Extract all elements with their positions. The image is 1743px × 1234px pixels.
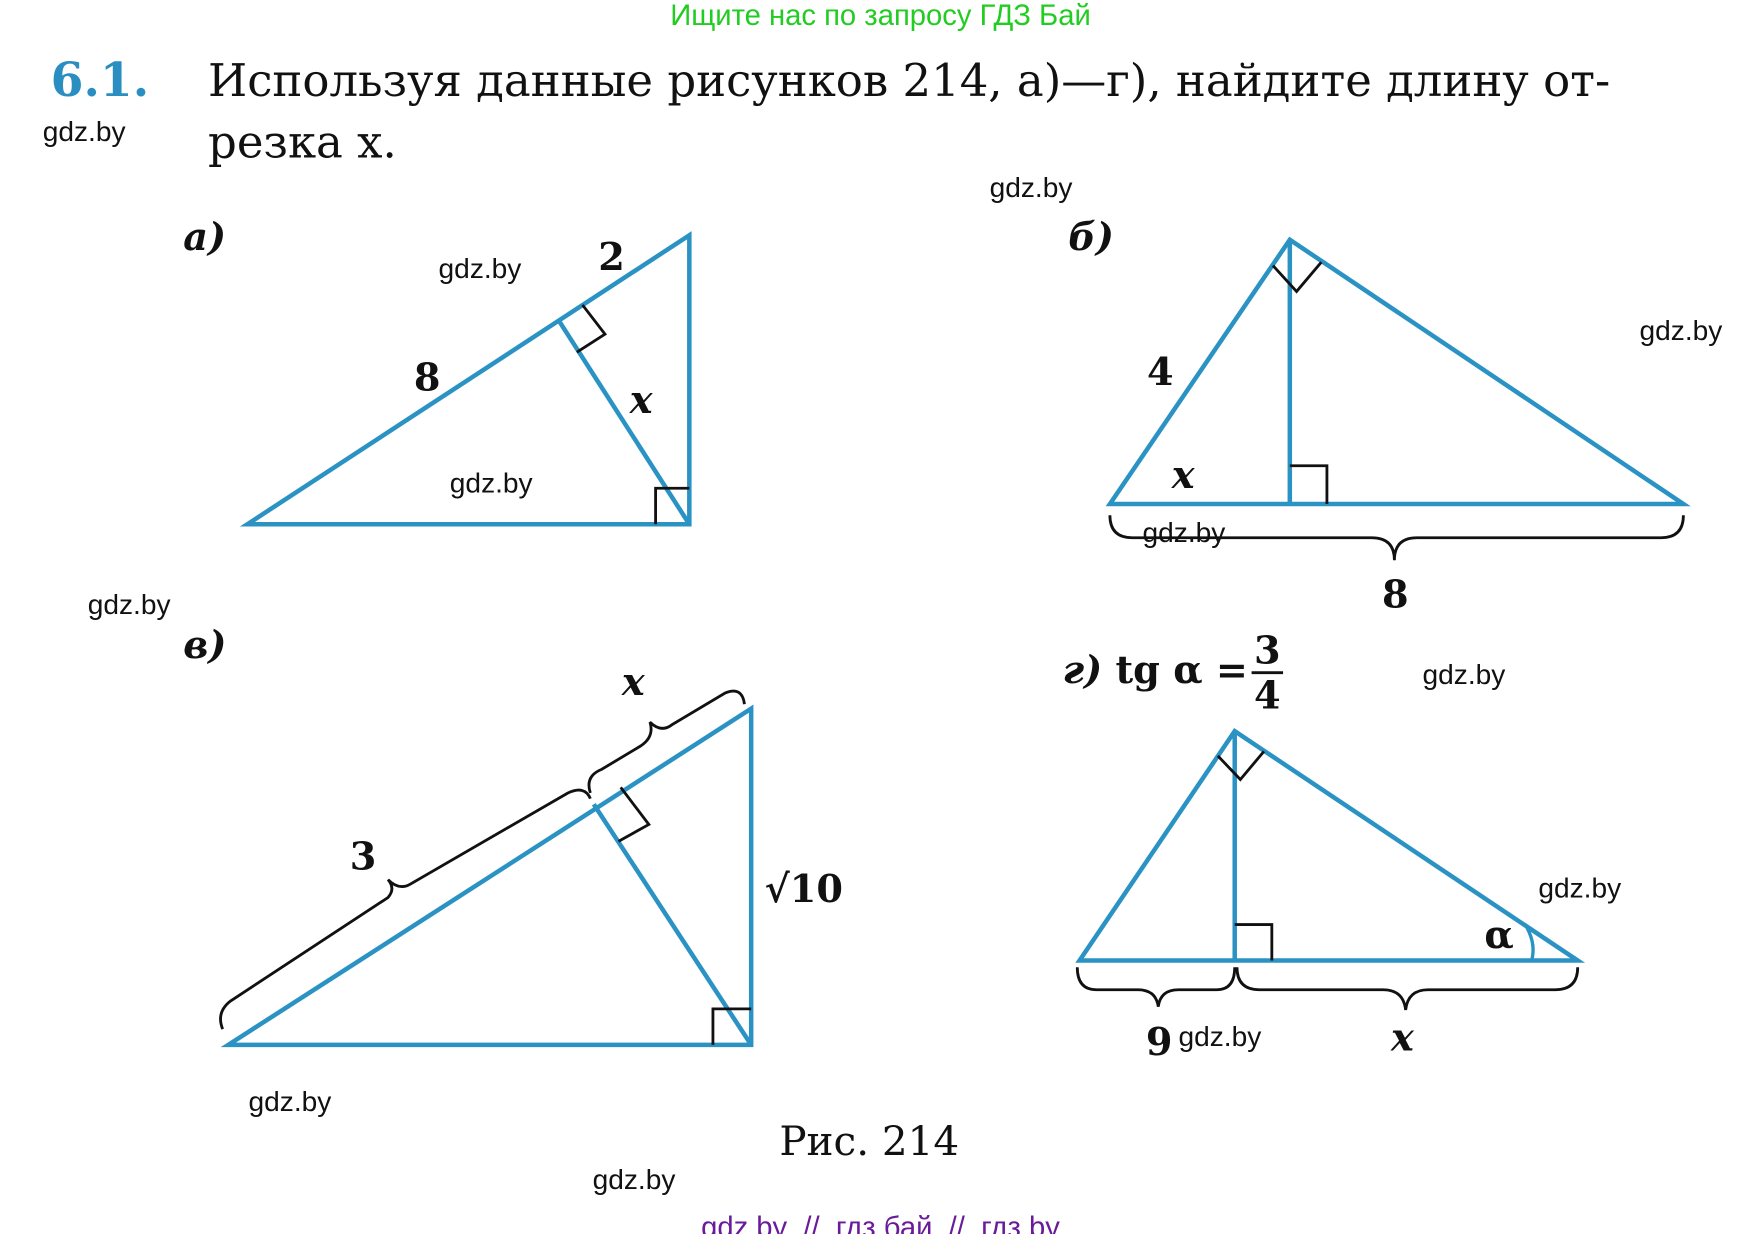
right-angle-mark <box>654 486 690 525</box>
label-3: 3 <box>350 834 377 879</box>
figure-label-a: а) <box>183 215 226 260</box>
label-x: x <box>1390 1016 1415 1061</box>
label-2: 2 <box>598 235 625 280</box>
fraction-denominator: 4 <box>1254 674 1281 719</box>
right-angle-mark <box>576 304 608 354</box>
triangle-a <box>239 231 692 527</box>
figure-label-v: в) <box>183 623 226 668</box>
label-8: 8 <box>414 355 441 400</box>
brace <box>587 689 746 794</box>
label-x: x <box>629 378 654 423</box>
label-sqrt10: √10 <box>765 867 843 912</box>
brace <box>1075 967 1237 1007</box>
right-angle-mark <box>1289 464 1329 504</box>
watermark: gdz.by <box>88 589 171 620</box>
right-angle-mark <box>1271 261 1323 294</box>
watermark: gdz.by <box>1143 517 1226 548</box>
angle-arc <box>1525 927 1535 962</box>
altitude-v <box>591 803 754 1047</box>
brace <box>1235 967 1580 1011</box>
figure-v: в) x 3 √10 <box>183 623 843 1048</box>
right-angle-mark <box>1216 750 1266 782</box>
watermark: gdz.by <box>439 253 522 284</box>
triangle-b <box>1105 236 1691 507</box>
right-angle-mark <box>1234 923 1274 961</box>
watermark: gdz.by <box>1640 315 1723 346</box>
watermark: gdz.by <box>593 1164 676 1195</box>
search-banner[interactable]: Ищите нас по запросу ГДЗ Бай <box>670 0 1091 32</box>
watermark: gdz.by <box>450 468 533 499</box>
label-alpha: α <box>1484 913 1513 958</box>
triangle-v <box>220 704 754 1048</box>
watermark: gdz.by <box>43 116 126 147</box>
label-x: x <box>621 660 646 705</box>
footer-links[interactable]: gdz by // гдз бай // гдз by <box>701 1212 1060 1234</box>
label-8: 8 <box>1382 572 1409 617</box>
problem-text-line1: Используя данные рисунков 214, а)—г), на… <box>208 54 1610 107</box>
label-x: x <box>1171 453 1196 498</box>
right-angle-mark <box>617 786 651 843</box>
label-9: 9 <box>1146 1020 1173 1065</box>
brace <box>219 788 592 1030</box>
figure-label-g: г) <box>1063 648 1103 693</box>
problem-text-line2: резка x. <box>208 116 397 169</box>
figure-a: а) 2 8 x <box>183 215 692 527</box>
watermark: gdz.by <box>1178 1021 1261 1052</box>
figure-g: г) tg α = 3 4 α 9 x <box>1063 629 1586 1065</box>
figure-label-b: б) <box>1068 215 1114 260</box>
fraction-numerator: 3 <box>1254 629 1281 674</box>
right-angle-mark <box>711 1007 752 1045</box>
brace <box>1108 515 1685 561</box>
watermark: gdz.by <box>1538 873 1621 904</box>
triangle-g <box>1075 728 1586 963</box>
condition-tg-alpha: tg α = <box>1116 648 1248 693</box>
figure-caption: Рис. 214 <box>779 1117 959 1165</box>
watermarks: gdz.by gdz.by gdz.by gdz.by gdz.by gdz.b… <box>43 116 1723 1195</box>
problem-number: 6.1. <box>51 53 150 108</box>
altitude-a <box>556 319 692 526</box>
label-4: 4 <box>1147 350 1174 395</box>
watermark: gdz.by <box>249 1086 332 1117</box>
watermark: gdz.by <box>1423 659 1506 690</box>
watermark: gdz.by <box>990 172 1073 203</box>
figure-b: б) 4 x 8 <box>1068 215 1691 617</box>
